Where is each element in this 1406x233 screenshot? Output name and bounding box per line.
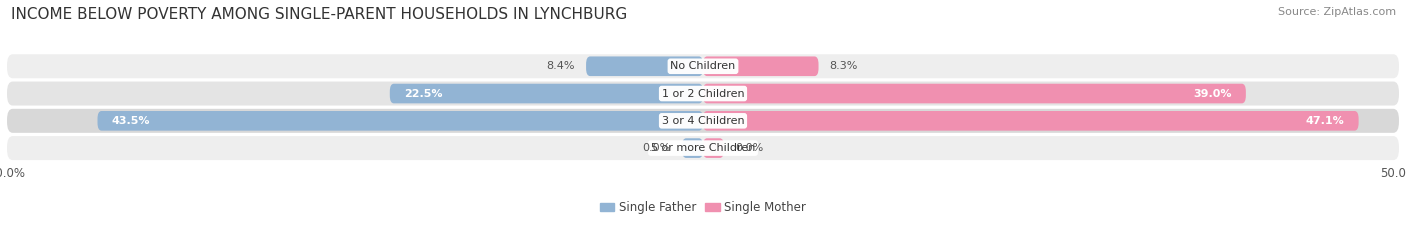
Text: 43.5%: 43.5%: [111, 116, 150, 126]
FancyBboxPatch shape: [703, 138, 724, 158]
Text: 22.5%: 22.5%: [404, 89, 443, 99]
Text: Source: ZipAtlas.com: Source: ZipAtlas.com: [1278, 7, 1396, 17]
FancyBboxPatch shape: [7, 82, 1399, 106]
FancyBboxPatch shape: [703, 56, 818, 76]
FancyBboxPatch shape: [7, 109, 1399, 133]
Text: 0.0%: 0.0%: [643, 143, 671, 153]
Text: 5 or more Children: 5 or more Children: [651, 143, 755, 153]
FancyBboxPatch shape: [703, 84, 1246, 103]
Text: INCOME BELOW POVERTY AMONG SINGLE-PARENT HOUSEHOLDS IN LYNCHBURG: INCOME BELOW POVERTY AMONG SINGLE-PARENT…: [11, 7, 627, 22]
Text: 47.1%: 47.1%: [1306, 116, 1344, 126]
FancyBboxPatch shape: [7, 136, 1399, 160]
Text: No Children: No Children: [671, 61, 735, 71]
FancyBboxPatch shape: [97, 111, 703, 131]
FancyBboxPatch shape: [7, 54, 1399, 78]
FancyBboxPatch shape: [586, 56, 703, 76]
Text: 1 or 2 Children: 1 or 2 Children: [662, 89, 744, 99]
Text: 8.3%: 8.3%: [830, 61, 858, 71]
Text: 3 or 4 Children: 3 or 4 Children: [662, 116, 744, 126]
Legend: Single Father, Single Mother: Single Father, Single Mother: [595, 196, 811, 219]
Text: 8.4%: 8.4%: [547, 61, 575, 71]
FancyBboxPatch shape: [703, 111, 1358, 131]
FancyBboxPatch shape: [389, 84, 703, 103]
Text: 39.0%: 39.0%: [1194, 89, 1232, 99]
Text: 0.0%: 0.0%: [735, 143, 763, 153]
FancyBboxPatch shape: [682, 138, 703, 158]
